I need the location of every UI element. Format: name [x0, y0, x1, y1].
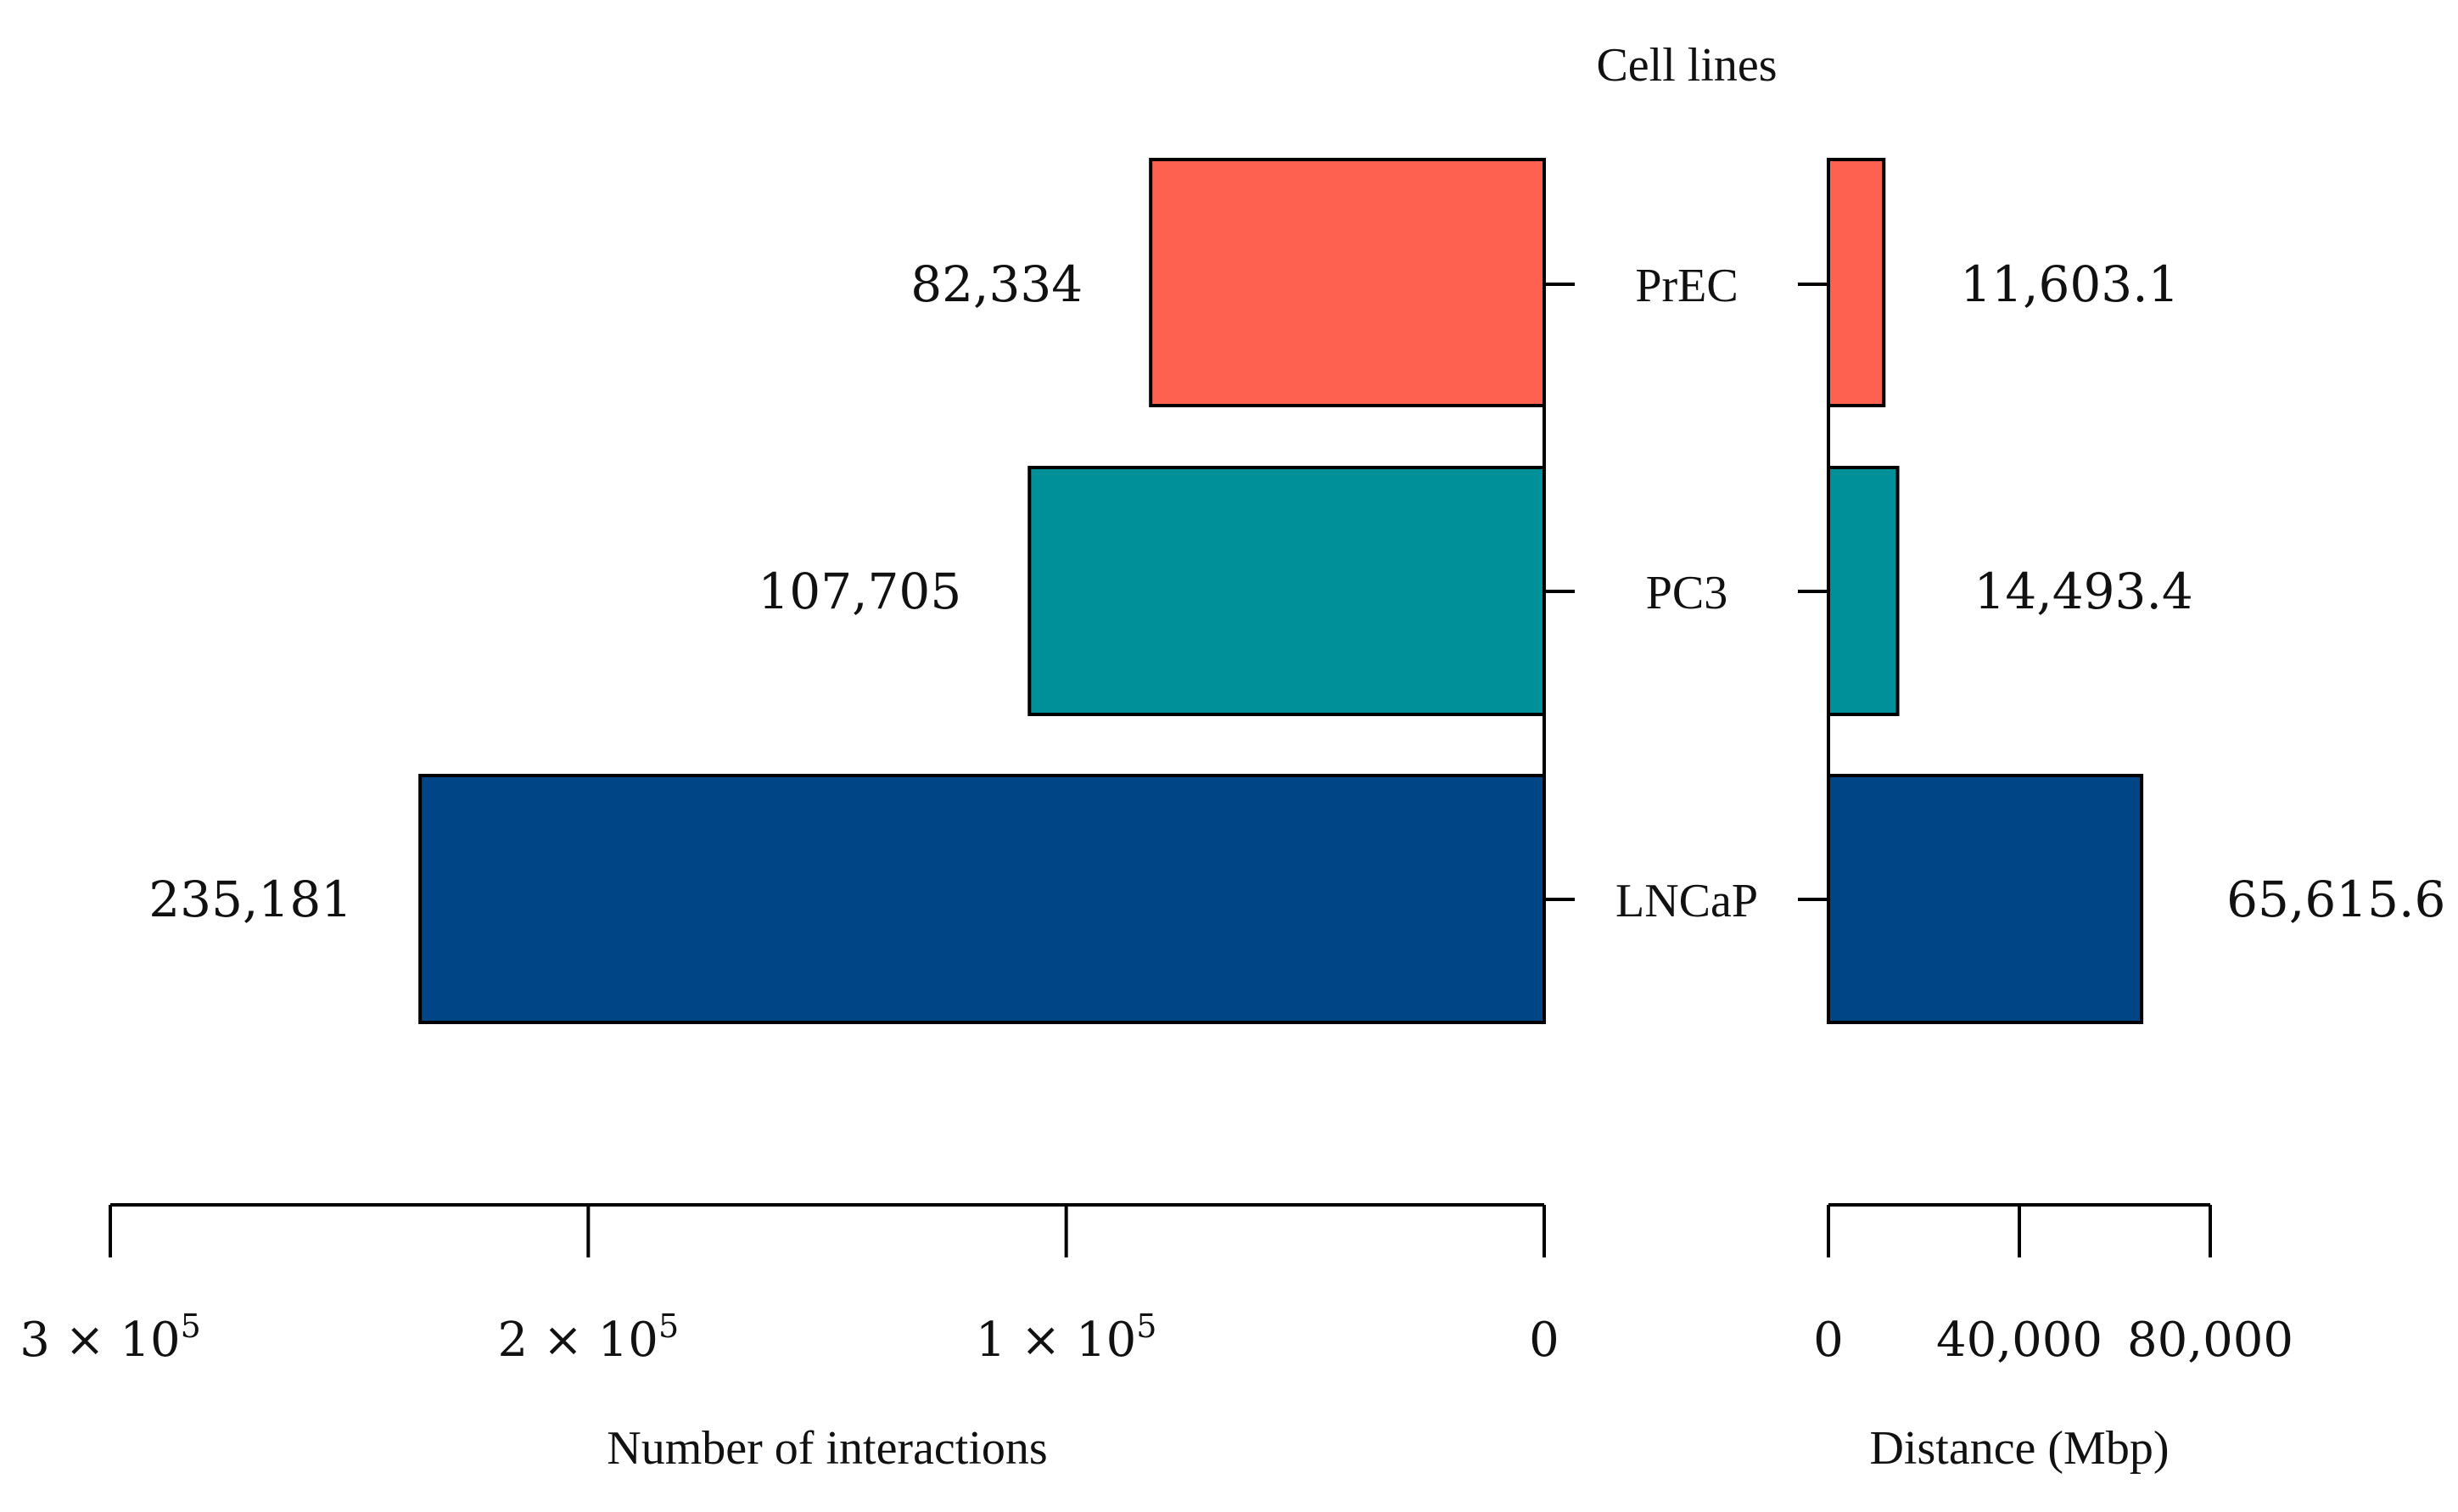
distance-value-label-pc3: 14,493.4 [1974, 563, 2193, 620]
distance-panel: 11,603.1 14,493.4 65,615.6 0 40,000 80,000 Dis… [1798, 158, 2445, 1475]
interactions-axis-title: Number of interactions [607, 1422, 1047, 1475]
interactions-value-label-prec: 82,334 [910, 255, 1083, 313]
interactions-tick-label: 2 × 105 [498, 1308, 680, 1368]
interactions-bar-lncap [418, 774, 1547, 1024]
distance-bar-prec [1827, 158, 1886, 407]
distance-bar-lncap [1827, 774, 2144, 1024]
category-labels: PrEC PC3 LNCaP [1615, 260, 1758, 927]
distance-value-label-prec: 11,603.1 [1960, 255, 2179, 313]
interactions-bar-prec [1149, 158, 1547, 407]
distance-tick-label: 0 [1813, 1313, 1844, 1368]
distance-tick-label: 40,000 [1936, 1313, 2102, 1368]
category-label-lncap: LNCaP [1615, 875, 1758, 927]
categories-title: Cell lines [1596, 39, 1777, 92]
category-label-prec: PrEC [1635, 260, 1738, 312]
category-label-pc3: PC3 [1646, 567, 1728, 619]
distance-bar-pc3 [1827, 466, 1900, 716]
interactions-tick-label: 3 × 105 [20, 1308, 201, 1368]
interactions-tick-label: 1 × 105 [976, 1308, 1157, 1368]
interactions-value-label-lncap: 235,181 [148, 871, 352, 928]
distance-value-label-lncap: 65,615.6 [2226, 871, 2445, 928]
interactions-value-label-pc3: 107,705 [758, 563, 961, 620]
interactions-bar-pc3 [1027, 466, 1546, 716]
distance-tick-label: 80,000 [2127, 1313, 2293, 1368]
distance-axis-title: Distance (Mbp) [1869, 1422, 2169, 1475]
interactions-tick-label: 0 [1529, 1313, 1559, 1368]
interactions-panel: 82,334 107,705 235,181 0 1 × 105 2 × 105 3 × 1… [20, 158, 1575, 1475]
